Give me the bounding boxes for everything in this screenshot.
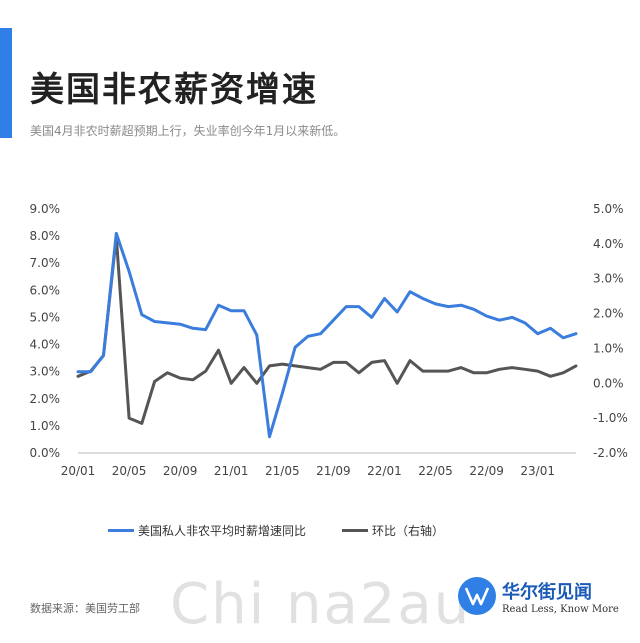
brand-mark-icon (458, 577, 496, 615)
y-left-tick-label: 8.0% (30, 229, 61, 243)
brand-text: 华尔街见闻 Read Less, Know More (502, 578, 619, 615)
x-tick-label: 22/09 (469, 464, 504, 478)
brand-logo[interactable]: 华尔街见闻 Read Less, Know More (458, 577, 619, 615)
brand-name: 华尔街见闻 (502, 581, 592, 603)
y-left-tick-label: 6.0% (30, 283, 61, 297)
page-subtitle: 美国4月非农时薪超预期上行，失业率创今年1月以来新低。 (30, 124, 346, 138)
x-tick-label: 20/09 (163, 464, 198, 478)
x-tick-label: 22/05 (418, 464, 453, 478)
line-chart: 0.0% 1.0% 2.0% 3.0% 4.0% 5.0% 6.0% 7.0% 8.0% 9.0%… (30, 202, 628, 478)
legend-label-yoy: 美国私人非农平均时薪增速同比 (138, 524, 307, 538)
y-left-tick-label: 0.0% (30, 446, 61, 460)
y-right-tick-label: 4.0% (593, 237, 624, 251)
y-right-tick-label: -1.0% (593, 411, 628, 425)
legend-item-mom: 环比（右轴） (342, 522, 444, 539)
x-tick-label: 20/01 (61, 464, 96, 478)
y-right-tick-label: -2.0% (593, 446, 628, 460)
y-right-tick-label: 3.0% (593, 272, 624, 286)
y-left-tick-label: 2.0% (30, 392, 61, 406)
y-right-tick-label: 5.0% (593, 202, 624, 216)
y-right-tick-label: 1.0% (593, 341, 624, 355)
y-left-tick-label: 7.0% (30, 256, 61, 270)
x-tick-label: 21/09 (316, 464, 351, 478)
y-left-tick-label: 5.0% (30, 310, 61, 324)
x-tick-label: 23/01 (520, 464, 555, 478)
x-tick-label: 21/01 (214, 464, 249, 478)
watermark: Chi na2au (170, 572, 472, 637)
legend-item-yoy: 美国私人非农平均时薪增速同比 (108, 522, 306, 539)
legend-label-mom: 环比（右轴） (372, 524, 445, 538)
x-tick-label: 20/05 (112, 464, 147, 478)
series-line-yoy (76, 231, 578, 439)
brand-slogan: Read Less, Know More (502, 603, 619, 615)
data-source: 数据来源：美国劳工部 (30, 602, 140, 615)
y-left-tick-label: 9.0% (30, 202, 61, 216)
y-left-tick-label: 3.0% (30, 365, 61, 379)
x-tick-label: 21/05 (265, 464, 300, 478)
title-accent-bar (0, 28, 12, 138)
legend-swatch-mom (342, 529, 369, 532)
series-line-mom (76, 235, 578, 425)
y-left-tick-label: 1.0% (30, 419, 61, 433)
x-tick-label: 22/01 (367, 464, 402, 478)
y-left-tick-label: 4.0% (30, 338, 61, 352)
y-right-tick-label: 2.0% (593, 307, 624, 321)
page-title: 美国非农薪资增速 (30, 70, 318, 110)
legend-swatch-yoy (108, 529, 134, 532)
y-right-tick-label: 0.0% (593, 376, 624, 390)
chart-legend: 美国私人非农平均时薪增速同比 环比（右轴） (108, 522, 480, 539)
